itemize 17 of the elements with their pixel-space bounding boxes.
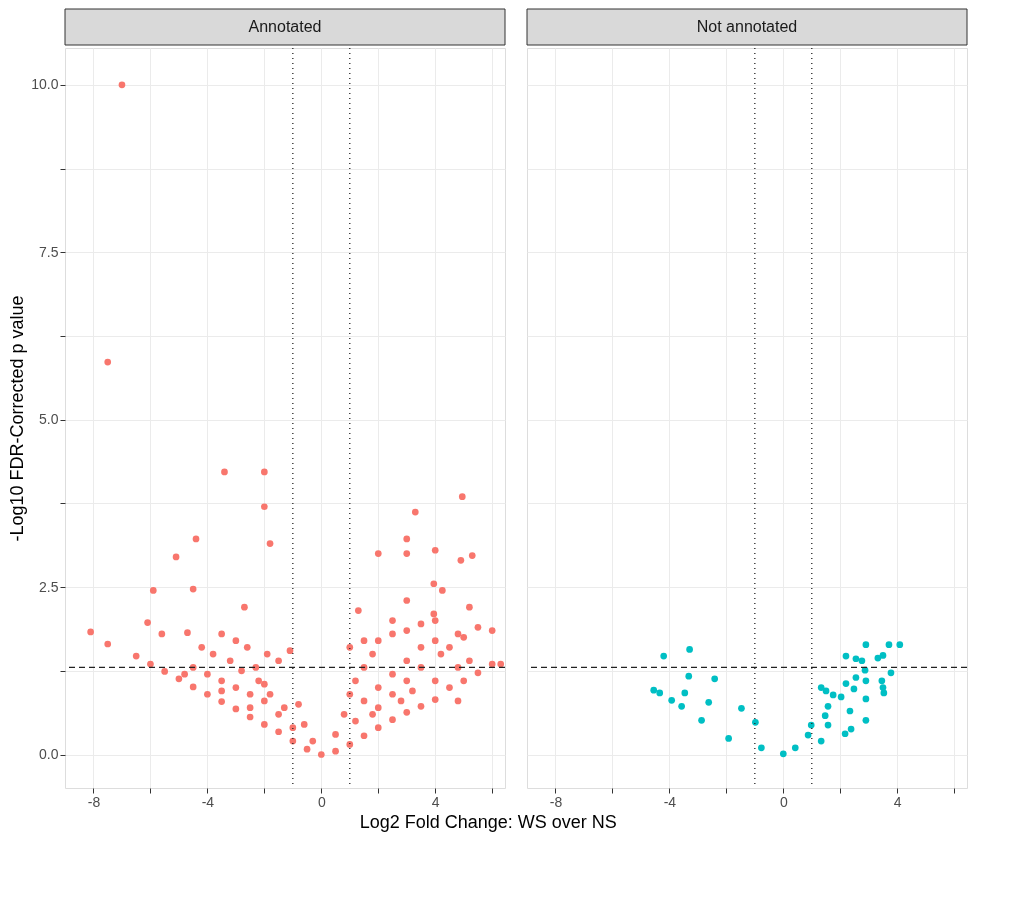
y-tick-label: 0.0 (39, 746, 59, 763)
y-axis-title: -Log10 FDR-Corrected p value (7, 295, 28, 542)
x-tick-label: -8 (549, 793, 563, 810)
y-tick-label: 7.5 (39, 243, 59, 260)
x-tick-label: 0 (779, 793, 788, 810)
x-tick-label: -4 (663, 793, 677, 810)
x-axis-title: Log2 Fold Change: WS over NS (359, 811, 617, 832)
x-tick-label: -8 (87, 793, 101, 810)
x-tick-label: 4 (431, 793, 440, 810)
x-tick-label: 0 (317, 793, 326, 810)
chart-title: Not annotated (696, 18, 798, 35)
x-tick-label: -4 (201, 793, 215, 810)
y-tick-label: 2.5 (39, 578, 59, 595)
x-tick-label: 4 (893, 793, 902, 810)
chart-title: Annotated (248, 18, 322, 35)
y-tick-label: 10.0 (31, 76, 59, 93)
y-tick-label: 5.0 (39, 411, 59, 428)
